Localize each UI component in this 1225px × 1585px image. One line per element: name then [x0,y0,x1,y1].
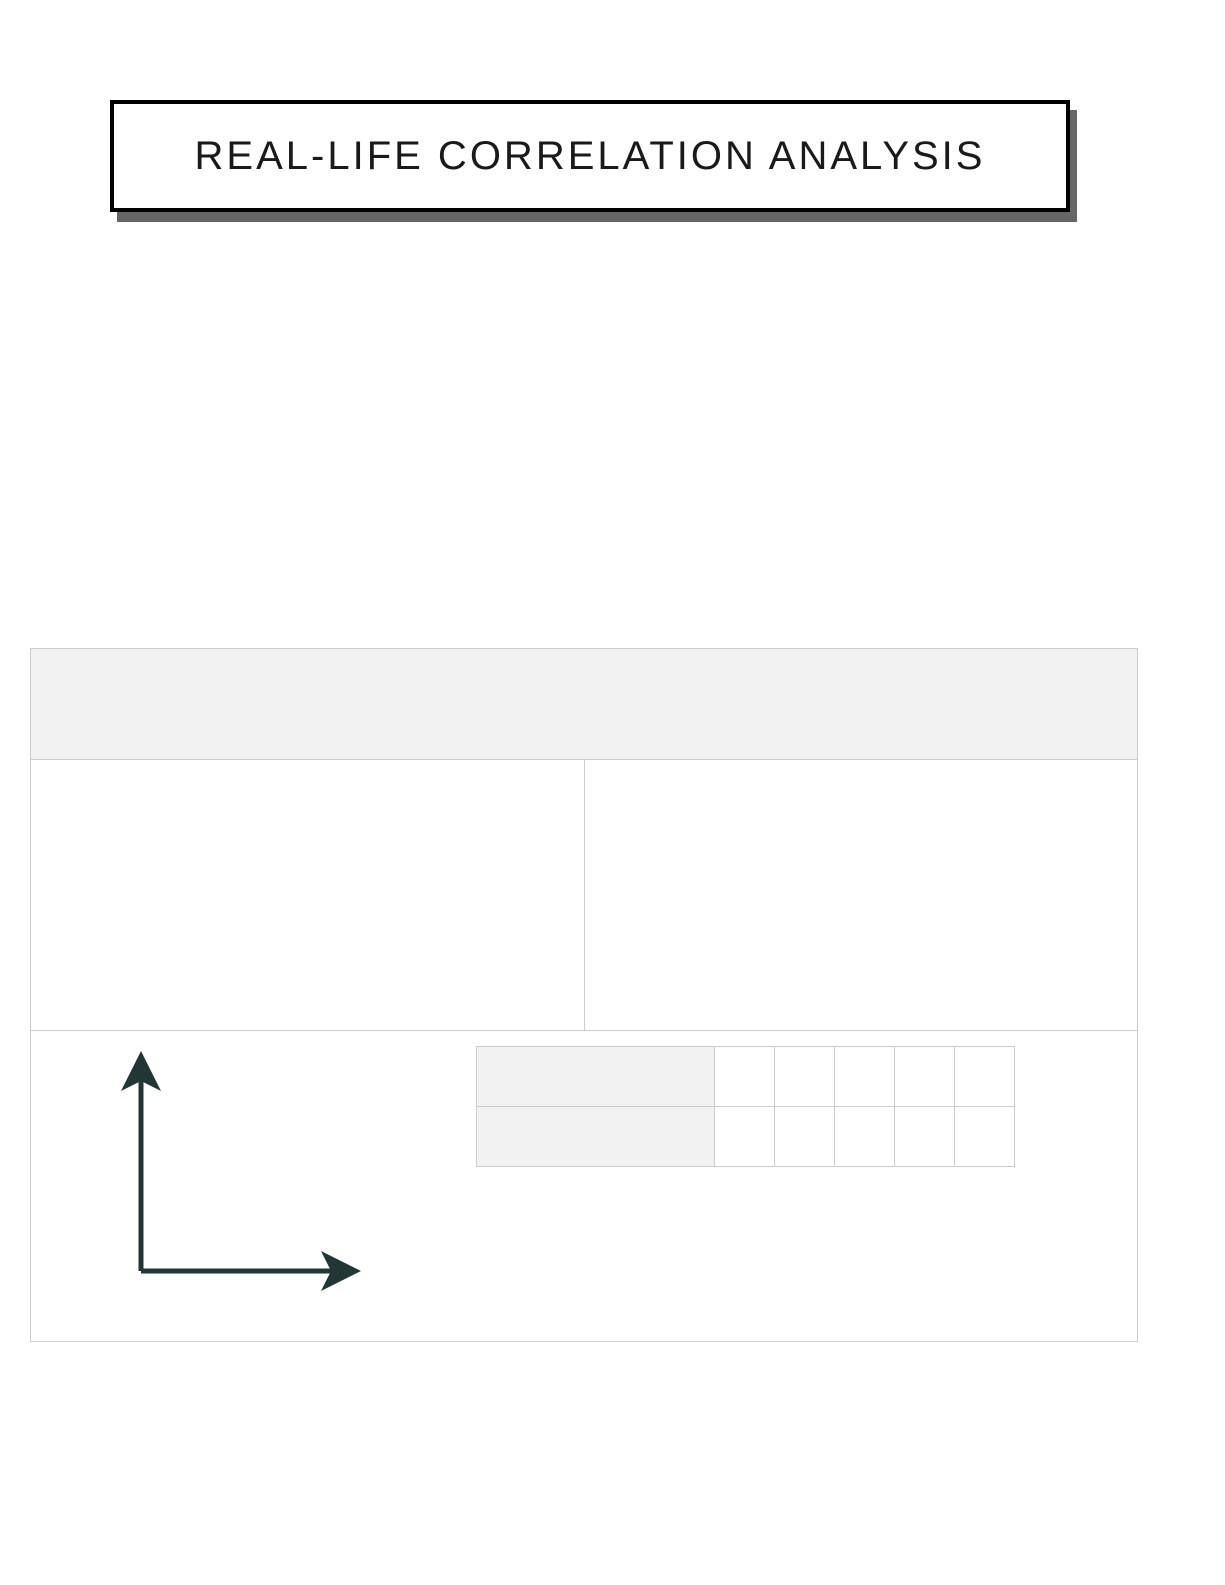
mini-table-cell [955,1107,1015,1167]
mini-table-cell [835,1107,895,1167]
table-two-col-row [31,760,1137,1031]
mini-table-cell [715,1107,775,1167]
mini-table-label-0 [477,1047,715,1107]
mini-table-cell [895,1107,955,1167]
mini-table-cell [895,1047,955,1107]
table-cell-right [585,760,1138,1030]
table-row [477,1047,1015,1107]
table-row [477,1107,1015,1167]
mini-table-cell [955,1047,1015,1107]
page-title: REAL-LIFE CORRELATION ANALYSIS [195,134,986,179]
table-bottom-row [31,1031,1137,1341]
mini-data-table [476,1046,1015,1167]
mini-table-cell [775,1047,835,1107]
mini-table-cell [775,1107,835,1167]
table-header-band [31,649,1137,760]
axis-icon [101,1051,381,1311]
mini-table-cell [715,1047,775,1107]
mini-table-cell [835,1047,895,1107]
mini-table-label-1 [477,1107,715,1167]
table-cell-left [31,760,585,1030]
main-table [30,648,1138,1342]
title-box: REAL-LIFE CORRELATION ANALYSIS [110,100,1070,212]
